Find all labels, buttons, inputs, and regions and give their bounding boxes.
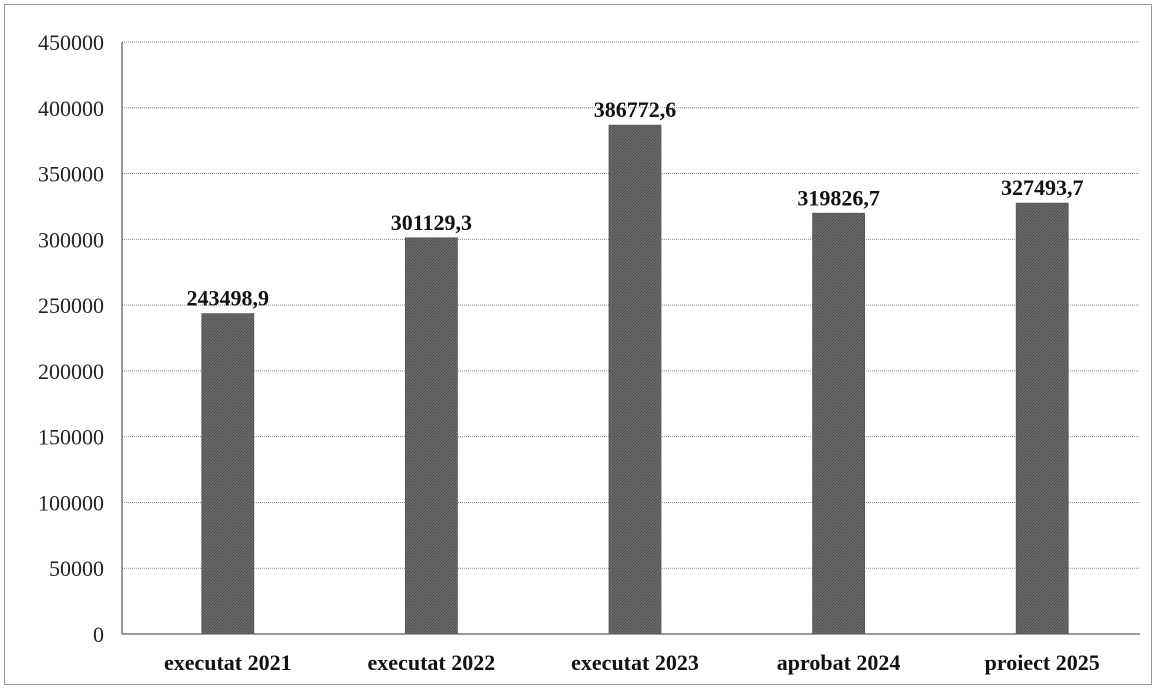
bar: [201, 313, 255, 635]
y-tick-label: 50000: [49, 556, 104, 581]
bar: [1015, 202, 1069, 635]
y-tick-label: 350000: [38, 162, 104, 187]
y-tick-label: 200000: [38, 359, 104, 384]
x-tick-label: executat 2021: [164, 650, 292, 675]
y-tick-label: 250000: [38, 293, 104, 318]
data-label: 319826,7: [797, 185, 880, 210]
bar: [812, 212, 865, 635]
x-tick-label: executat 2022: [368, 650, 496, 675]
data-label: 301129,3: [391, 210, 472, 235]
data-label: 327493,7: [1001, 175, 1084, 200]
y-tick-label: 450000: [38, 30, 104, 55]
bar: [608, 124, 662, 635]
y-tick-label: 100000: [38, 490, 104, 515]
x-tick-label: aprobat 2024: [777, 650, 901, 675]
y-tick-label: 300000: [38, 227, 104, 252]
y-tick-label: 150000: [38, 425, 104, 450]
chart-frame: [4, 4, 1152, 685]
data-label: 386772,6: [594, 97, 677, 122]
data-label: 243498,9: [187, 286, 270, 311]
y-tick-label: 0: [93, 622, 104, 647]
y-tick-label: 400000: [38, 96, 104, 121]
bar: [404, 237, 458, 635]
x-tick-label: proiect 2025: [985, 650, 1100, 675]
x-tick-label: executat 2023: [571, 650, 699, 675]
